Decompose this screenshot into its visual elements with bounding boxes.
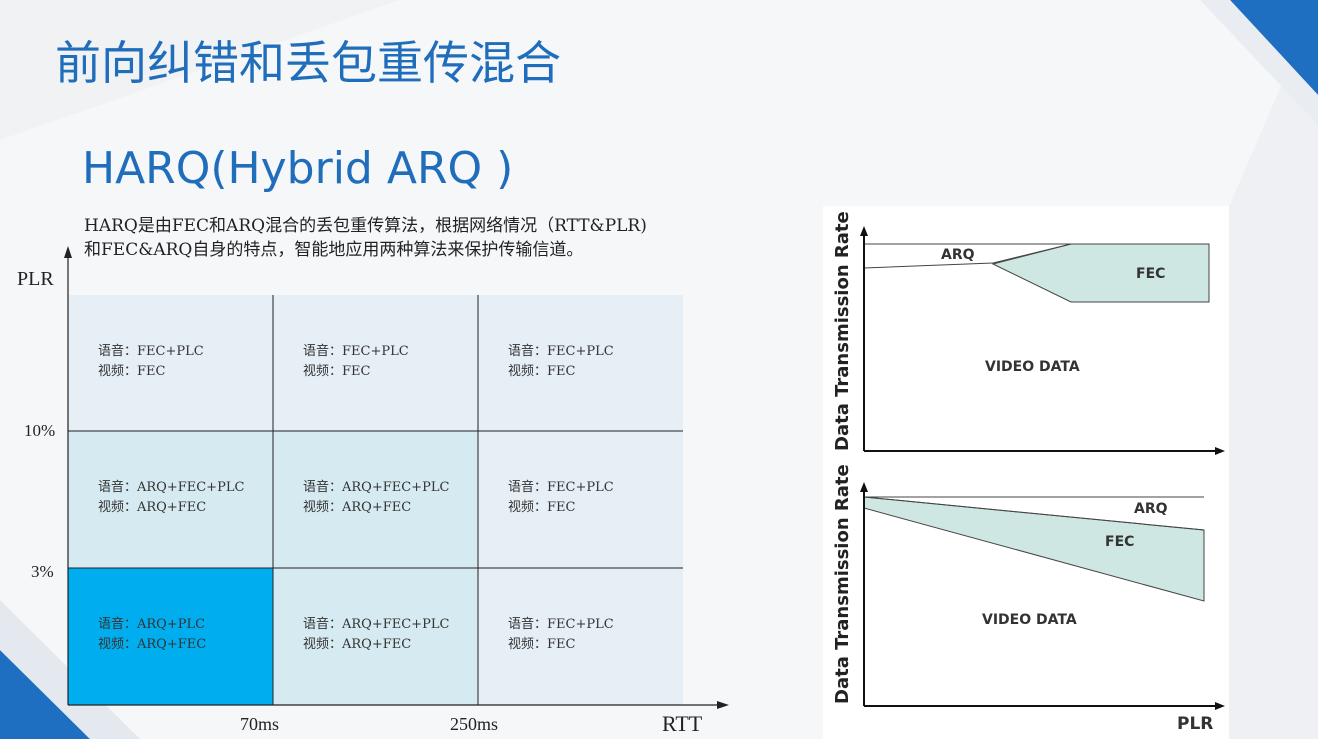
voice-strategy: 语音：FEC+PLC [508, 344, 614, 359]
matrix-cell: 语音：FEC+PLC 视频：FEC [478, 295, 683, 431]
voice-strategy: 语音：ARQ+PLC [98, 617, 206, 632]
y-tick-3pct: 3% [31, 562, 54, 581]
voice-strategy: 语音：FEC+PLC [508, 480, 614, 495]
voice-strategy: 语音：ARQ+FEC+PLC [98, 480, 245, 495]
x-tick-70ms: 70ms [240, 714, 280, 734]
rate-graphs-panel [823, 206, 1229, 739]
voice-strategy: 语音：ARQ+FEC+PLC [303, 480, 450, 495]
video-strategy: 视频：FEC [508, 364, 576, 379]
x-axis-label-rtt: RTT [662, 711, 703, 736]
video-strategy: 视频：FEC [98, 364, 166, 379]
bottom-graph-x-axis-label: PLR [1177, 714, 1214, 734]
bottom-graph-video-label: VIDEO DATA [982, 612, 1077, 628]
video-strategy: 视频：ARQ+FEC [98, 500, 207, 515]
x-tick-250ms: 250ms [450, 714, 499, 734]
top-graph-video-label: VIDEO DATA [985, 359, 1080, 375]
y-tick-10pct: 10% [24, 421, 56, 440]
voice-strategy: 语音：FEC+PLC [303, 344, 409, 359]
matrix-cell: 语音：FEC+PLC 视频：FEC [478, 568, 683, 705]
strategy-matrix: 语音：FEC+PLC 视频：FEC 语音：FEC+PLC 视频：FEC 语音：FEC… [68, 295, 683, 705]
video-strategy: 视频：FEC [508, 500, 576, 515]
description-line-1: HARQ是由FEC和ARQ混合的丢包重传算法，根据网络情况（RTT&PLR) [84, 216, 647, 236]
top-graph-arq-label: ARQ [941, 247, 975, 263]
top-graph-y-axis-label: Data Transmission Rate [832, 211, 853, 451]
video-strategy: 视频：FEC [303, 364, 371, 379]
voice-strategy: 语音：ARQ+FEC+PLC [303, 617, 450, 632]
matrix-cell: 语音：ARQ+FEC+PLC 视频：ARQ+FEC [68, 431, 273, 568]
bottom-graph-y-axis-label: Data Transmission Rate [832, 464, 853, 704]
description: HARQ是由FEC和ARQ混合的丢包重传算法，根据网络情况（RTT&PLR) 和… [84, 214, 647, 262]
video-strategy: 视频：ARQ+FEC [303, 500, 412, 515]
video-strategy: 视频：ARQ+FEC [303, 637, 412, 652]
matrix-cell: 语音：ARQ+FEC+PLC 视频：ARQ+FEC [273, 431, 478, 568]
matrix-cell: 语音：ARQ+PLC 视频：ARQ+FEC [68, 568, 273, 705]
voice-strategy: 语音：FEC+PLC [98, 344, 204, 359]
y-axis-label-plr: PLR [17, 268, 54, 290]
description-line-2: 和FEC&ARQ自身的特点，智能地应用两种算法来保护传输信道。 [84, 240, 584, 260]
matrix-cell: 语音：FEC+PLC 视频：FEC [478, 431, 683, 568]
slide-subtitle: HARQ(Hybrid ARQ ) [82, 143, 514, 194]
video-strategy: 视频：ARQ+FEC [98, 637, 207, 652]
matrix-cell: 语音：ARQ+FEC+PLC 视频：ARQ+FEC [273, 568, 478, 705]
video-strategy: 视频：FEC [508, 637, 576, 652]
bottom-graph-arq-label: ARQ [1134, 501, 1168, 517]
voice-strategy: 语音：FEC+PLC [508, 617, 614, 632]
matrix-cell: 语音：FEC+PLC 视频：FEC [68, 295, 273, 431]
top-graph-fec-label: FEC [1136, 266, 1166, 282]
matrix-cell: 语音：FEC+PLC 视频：FEC [273, 295, 478, 431]
bottom-graph-fec-label: FEC [1105, 534, 1135, 550]
slide-title: 前向纠错和丢包重传混合 [55, 36, 561, 90]
